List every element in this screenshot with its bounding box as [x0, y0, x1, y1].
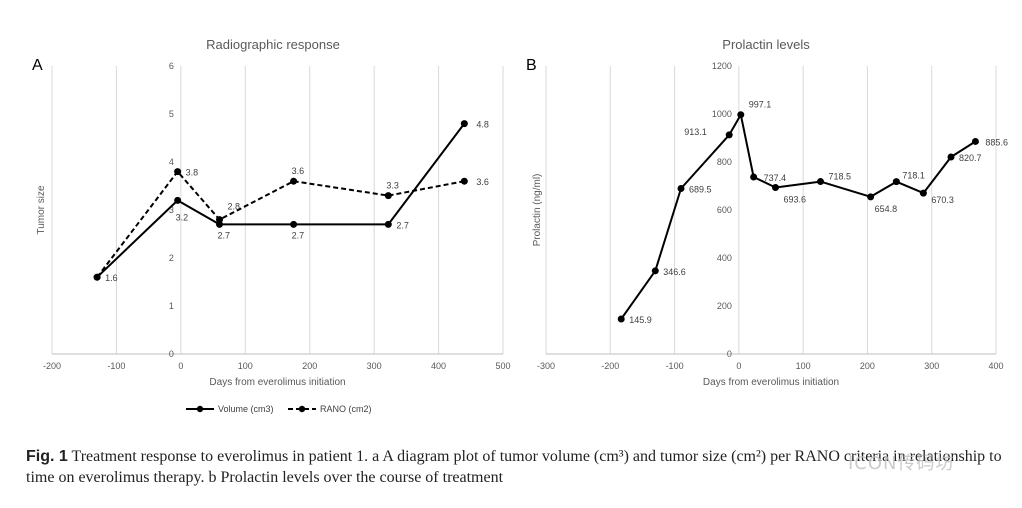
- x-tick-label: -100: [666, 361, 684, 371]
- x-tick-label: 0: [178, 361, 183, 371]
- y-tick-label: 600: [717, 205, 732, 215]
- y-tick-label: 800: [717, 157, 732, 167]
- data-label: 2.7: [218, 230, 231, 240]
- data-point: [725, 131, 733, 139]
- data-label: 3.8: [186, 168, 199, 178]
- x-tick-label: 500: [495, 361, 510, 371]
- data-point: [677, 185, 685, 193]
- y-tick-label: 200: [717, 301, 732, 311]
- y-tick-label: 5: [169, 109, 174, 119]
- data-label: 4.8: [476, 120, 489, 130]
- data-label: 2.7: [292, 230, 305, 240]
- data-point: [290, 177, 298, 185]
- data-label: 3.6: [292, 166, 305, 176]
- data-point: [174, 168, 182, 176]
- data-point: [384, 192, 392, 200]
- data-point: [892, 178, 900, 186]
- x-axis-title: Days from everolimus initiation: [209, 377, 345, 388]
- x-axis-title: Days from everolimus initiation: [703, 377, 839, 388]
- data-point: [93, 273, 101, 281]
- data-label: 3.6: [476, 177, 489, 187]
- data-point: [216, 220, 224, 228]
- y-tick-label: 1: [169, 301, 174, 311]
- panel-label: A: [32, 57, 43, 74]
- y-tick-label: 1000: [712, 109, 732, 119]
- data-point: [919, 189, 927, 197]
- data-point: [290, 220, 298, 228]
- data-point: [750, 173, 758, 181]
- series-line-rano: [96, 170, 465, 278]
- caption-text: Treatment response to everolimus in pati…: [26, 448, 1002, 486]
- y-tick-label: 4: [169, 157, 174, 167]
- x-tick-label: 100: [238, 361, 253, 371]
- data-point: [867, 193, 875, 201]
- data-label: 885.6: [985, 137, 1008, 147]
- data-label: 2.8: [228, 202, 241, 212]
- x-tick-label: 400: [431, 361, 446, 371]
- data-point: [384, 220, 392, 228]
- data-point: [651, 267, 659, 275]
- y-tick-label: 1200: [712, 61, 732, 71]
- y-tick-label: 0: [169, 349, 174, 359]
- x-tick-label: 200: [860, 361, 875, 371]
- x-tick-label: -100: [107, 361, 125, 371]
- data-point: [737, 111, 745, 119]
- legend-marker: [196, 405, 204, 413]
- y-axis-title: Prolactin (ng/ml): [532, 174, 543, 247]
- x-tick-label: 100: [796, 361, 811, 371]
- x-tick-label: -200: [43, 361, 61, 371]
- data-point: [216, 216, 224, 224]
- panel-b-prolactin-levels: -300 -200 -100 0 100 200 300 400 0 200 400 600 800 10…: [526, 37, 1008, 388]
- data-label: 913.1: [684, 127, 707, 137]
- caption-fig-label: Fig. 1: [26, 448, 68, 465]
- data-point: [817, 178, 824, 186]
- panel-label: B: [526, 57, 537, 74]
- data-point: [460, 177, 468, 185]
- figure-caption: Fig. 1 Treatment response to everolimus …: [26, 446, 1016, 488]
- watermark-text: ICON传码坊: [848, 453, 955, 474]
- data-label: 718.1: [902, 171, 925, 181]
- x-tick-label: 300: [367, 361, 382, 371]
- data-label: 689.5: [689, 185, 712, 195]
- legend-label: Volume (cm3): [218, 404, 274, 414]
- data-label: 2.7: [396, 220, 409, 230]
- data-label: 1.6: [105, 273, 118, 283]
- data-label: 820.7: [959, 153, 982, 163]
- data-point: [174, 196, 182, 204]
- data-label: 997.1: [749, 100, 772, 110]
- legend-marker: [298, 405, 306, 413]
- data-label: 3.3: [386, 181, 399, 191]
- x-tick-label: 200: [302, 361, 317, 371]
- data-label: 670.3: [931, 195, 954, 205]
- data-label: 718.5: [829, 172, 852, 182]
- data-point: [772, 184, 779, 192]
- series-line-volume: [96, 122, 466, 278]
- data-label: 654.8: [875, 204, 898, 214]
- data-label: 346.6: [663, 267, 686, 277]
- x-tick-label: 400: [988, 361, 1003, 371]
- y-tick-label: 6: [169, 61, 174, 71]
- data-point: [971, 137, 979, 145]
- x-tick-label: -200: [601, 361, 619, 371]
- x-tick-label: 0: [736, 361, 741, 371]
- chart-title: Prolactin levels: [722, 37, 810, 52]
- data-point: [460, 120, 468, 128]
- y-tick-label: 2: [169, 253, 174, 263]
- legend-label: RANO (cm2): [320, 404, 372, 414]
- y-tick-label: 3: [169, 205, 174, 215]
- y-tick-label: 0: [727, 349, 732, 359]
- chart-title: Radiographic response: [206, 37, 340, 52]
- y-tick-label: 400: [717, 253, 732, 263]
- data-point: [947, 153, 955, 161]
- x-tick-label: -300: [537, 361, 555, 371]
- y-axis-title: Tumor size: [36, 185, 47, 235]
- data-point: [617, 315, 625, 323]
- figure-charts: -200 -100 0 100 200 300 400 500 0 1 2 3 4 5 6 Radiograp…: [32, 37, 1008, 414]
- data-label: 145.9: [629, 315, 652, 325]
- panel-a-radiographic-response: -200 -100 0 100 200 300 400 500 0 1 2 3 4 5 6 Radiograp…: [32, 37, 511, 414]
- data-label: 3.2: [176, 212, 189, 222]
- x-tick-label: 300: [924, 361, 939, 371]
- data-label: 737.4: [764, 173, 787, 183]
- data-label: 693.6: [784, 195, 807, 205]
